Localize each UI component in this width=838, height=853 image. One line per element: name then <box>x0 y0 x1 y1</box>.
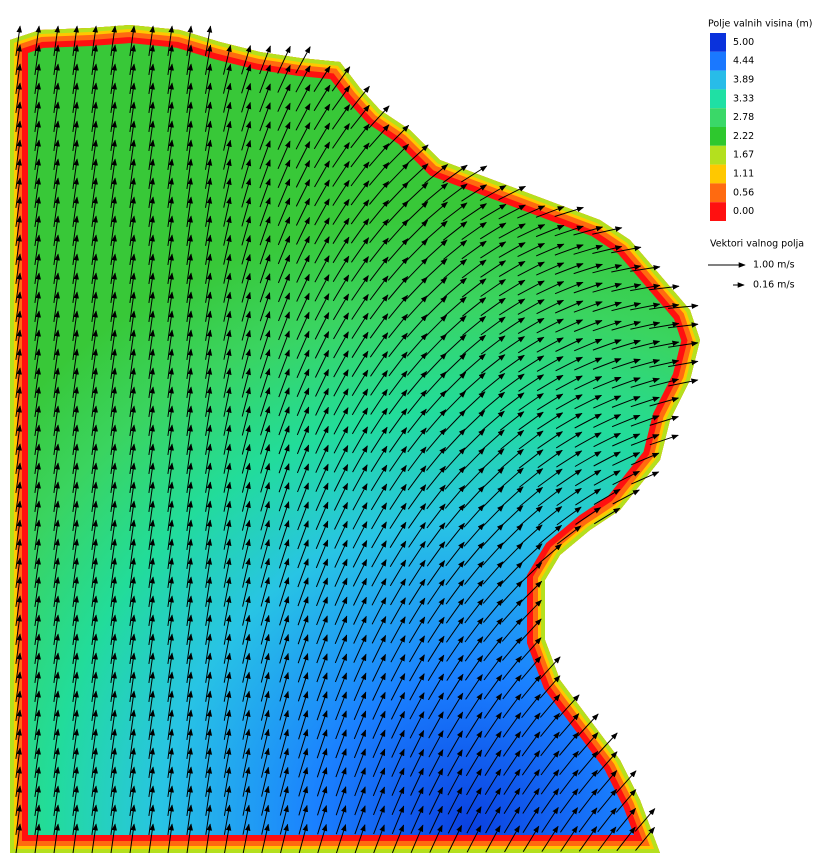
legend-label: 2.22 <box>733 131 754 142</box>
legend-label: 2.78 <box>733 112 754 123</box>
wave-map: Polje valnih visina (m) 5.00 4.44 3.89 3.33… <box>0 0 838 853</box>
legend-swatch <box>710 146 726 165</box>
legend-swatch <box>710 71 726 90</box>
legend-label: 3.33 <box>733 93 754 104</box>
legend: 5.00 4.44 3.89 3.33 2.78 2.22 1.67 1.11 0.56 0.00 <box>710 33 754 221</box>
vector-legend-title: Vektori valnog polja <box>710 239 804 250</box>
legend-swatch <box>710 89 726 108</box>
legend-label: 4.44 <box>733 56 754 67</box>
legend-swatch <box>710 202 726 221</box>
legend-title: Polje valnih visina (m) <box>708 19 813 30</box>
legend-label: 5.00 <box>733 37 754 48</box>
legend-label: 1.11 <box>733 169 754 180</box>
legend-swatch <box>710 52 726 71</box>
legend-label: 3.89 <box>733 75 754 86</box>
legend-label: 0.56 <box>733 187 754 198</box>
vector-legend-label: 1.00 m/s <box>753 260 795 271</box>
legend-swatch <box>710 127 726 146</box>
legend-label: 0.00 <box>733 206 754 217</box>
legend-swatch <box>710 108 726 127</box>
legend-label: 1.67 <box>733 150 754 161</box>
legend-swatch <box>710 183 726 202</box>
legend-swatch <box>710 33 726 52</box>
vector-legend-label: 0.16 m/s <box>753 280 795 291</box>
legend-swatch <box>710 165 726 184</box>
